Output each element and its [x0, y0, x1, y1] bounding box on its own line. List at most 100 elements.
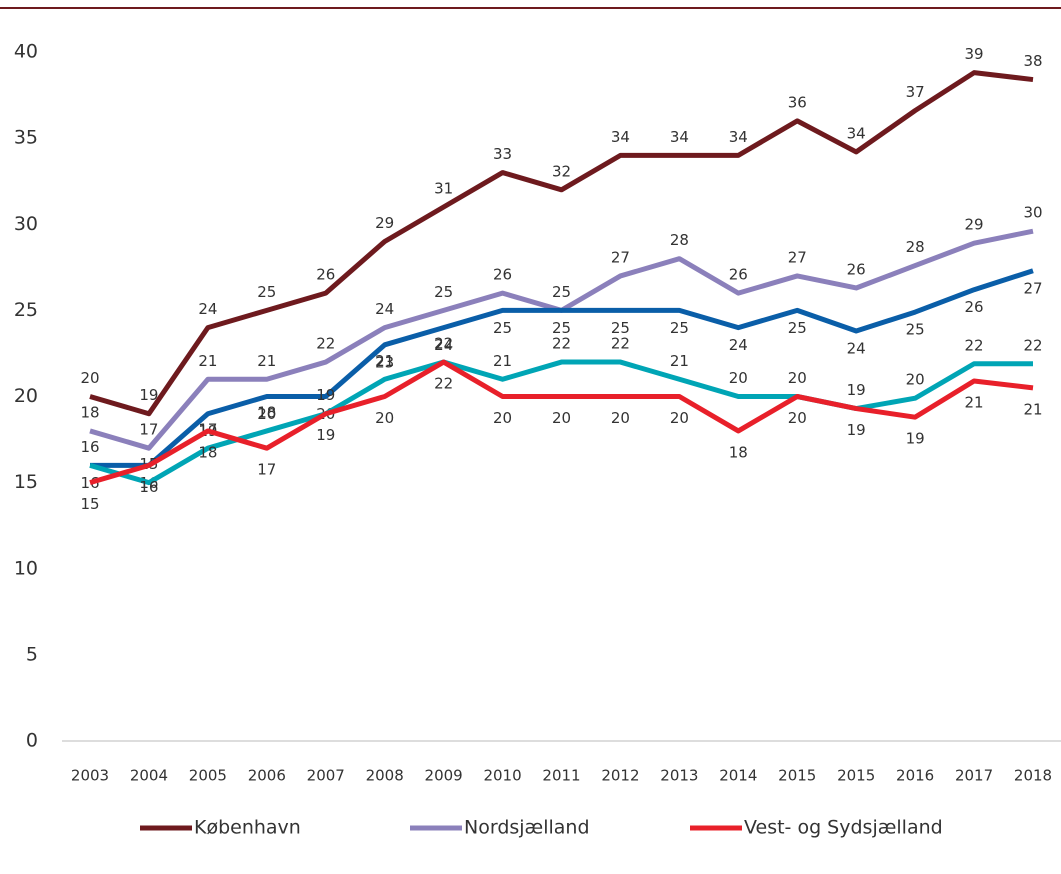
- data-label: 19: [316, 386, 335, 404]
- data-label: 22: [965, 336, 984, 354]
- data-label: 24: [198, 300, 217, 318]
- x-tick-label: 2011: [542, 767, 580, 785]
- data-label: 25: [788, 319, 807, 337]
- data-label: 36: [788, 93, 807, 111]
- x-tick-label: 2005: [189, 767, 227, 785]
- y-tick-label: 30: [14, 213, 38, 235]
- data-label: 23: [375, 353, 394, 371]
- data-label: 27: [788, 248, 807, 266]
- x-tick-label: 2016: [896, 767, 934, 785]
- data-label: 16: [80, 474, 99, 492]
- data-label: 21: [375, 352, 394, 370]
- y-tick-label: 25: [14, 299, 38, 321]
- data-label: 16: [80, 438, 99, 456]
- data-label: 19: [847, 421, 866, 439]
- series-line: [89, 359, 1034, 486]
- data-label: 20: [788, 409, 807, 427]
- data-label: 25: [257, 283, 276, 301]
- data-label: 34: [611, 128, 630, 146]
- data-label: 18: [729, 443, 748, 461]
- data-label: 19: [906, 430, 925, 448]
- data-label: 34: [847, 124, 866, 142]
- x-tick-label: 2018: [1014, 767, 1052, 785]
- y-tick-label: 5: [26, 643, 38, 665]
- y-tick-label: 20: [14, 385, 38, 407]
- x-tick-label: 2007: [307, 767, 345, 785]
- data-label: 22: [1023, 336, 1042, 354]
- data-label: 38: [1023, 52, 1042, 70]
- series-line: [89, 70, 1034, 417]
- legend-label: Vest- og Sydsjælland: [744, 817, 943, 839]
- data-label: 24: [729, 336, 748, 354]
- data-label: 24: [375, 300, 394, 318]
- data-label: 20: [611, 409, 630, 427]
- data-label: 16: [139, 478, 158, 496]
- data-label: 15: [80, 495, 99, 513]
- data-label: 20: [788, 369, 807, 387]
- y-tick-label: 0: [26, 730, 38, 752]
- x-tick-label: 2003: [71, 767, 109, 785]
- data-label: 18: [257, 403, 276, 421]
- data-label: 20: [906, 371, 925, 389]
- data-label: 25: [552, 283, 571, 301]
- data-label: 22: [611, 335, 630, 353]
- data-label: 25: [493, 319, 512, 337]
- legend-label: Nordsjælland: [464, 817, 590, 839]
- data-label: 20: [257, 405, 276, 423]
- data-label: 25: [670, 319, 689, 337]
- x-tick-label: 2010: [483, 767, 521, 785]
- data-label: 39: [965, 45, 984, 63]
- data-label: 24: [847, 340, 866, 358]
- data-label: 25: [611, 319, 630, 337]
- data-label: 20: [670, 409, 689, 427]
- data-label: 28: [906, 238, 925, 256]
- data-label: 20: [493, 409, 512, 427]
- data-label: 26: [493, 266, 512, 284]
- x-tick-label: 2009: [425, 767, 463, 785]
- y-tick-label: 10: [14, 557, 38, 579]
- data-label: 19: [847, 381, 866, 399]
- y-tick-label: 35: [14, 127, 38, 149]
- data-label: 18: [80, 403, 99, 421]
- data-label: 33: [493, 145, 512, 163]
- data-label: 21: [965, 393, 984, 411]
- x-tick-label: 2004: [130, 767, 168, 785]
- x-tick-label: 2015: [778, 767, 816, 785]
- data-label: 25: [434, 283, 453, 301]
- x-tick-label: 2014: [719, 767, 757, 785]
- data-label: 24: [434, 336, 453, 354]
- data-label: 26: [729, 266, 748, 284]
- data-label: 17: [139, 421, 158, 439]
- data-label: 27: [611, 248, 630, 266]
- data-label: 34: [670, 128, 689, 146]
- y-tick-label: 15: [14, 471, 38, 493]
- legend-label: København: [194, 817, 301, 839]
- data-label: 22: [552, 335, 571, 353]
- data-label: 37: [906, 83, 925, 101]
- y-tick-label: 40: [14, 41, 38, 63]
- data-label: 20: [729, 369, 748, 387]
- data-label: 18: [198, 443, 217, 461]
- data-label: 20: [552, 409, 571, 427]
- data-label: 21: [257, 352, 276, 370]
- data-label: 21: [493, 352, 512, 370]
- series-line: [89, 359, 1033, 486]
- data-label: 17: [257, 461, 276, 479]
- data-label: 29: [965, 216, 984, 234]
- data-label: 21: [198, 352, 217, 370]
- data-label: 25: [552, 319, 571, 337]
- data-label: 20: [375, 409, 394, 427]
- x-tick-label: 2015: [837, 767, 875, 785]
- data-label: 34: [729, 128, 748, 146]
- data-label: 20: [80, 369, 99, 387]
- data-label: 31: [434, 180, 453, 198]
- data-label: 21: [1023, 400, 1042, 418]
- x-tick-label: 2008: [366, 767, 404, 785]
- x-tick-label: 2017: [955, 767, 993, 785]
- data-label: 30: [1023, 204, 1042, 222]
- data-label: 26: [847, 260, 866, 278]
- series-line: [90, 268, 1034, 468]
- data-label: 22: [434, 335, 453, 353]
- data-label: 26: [316, 266, 335, 284]
